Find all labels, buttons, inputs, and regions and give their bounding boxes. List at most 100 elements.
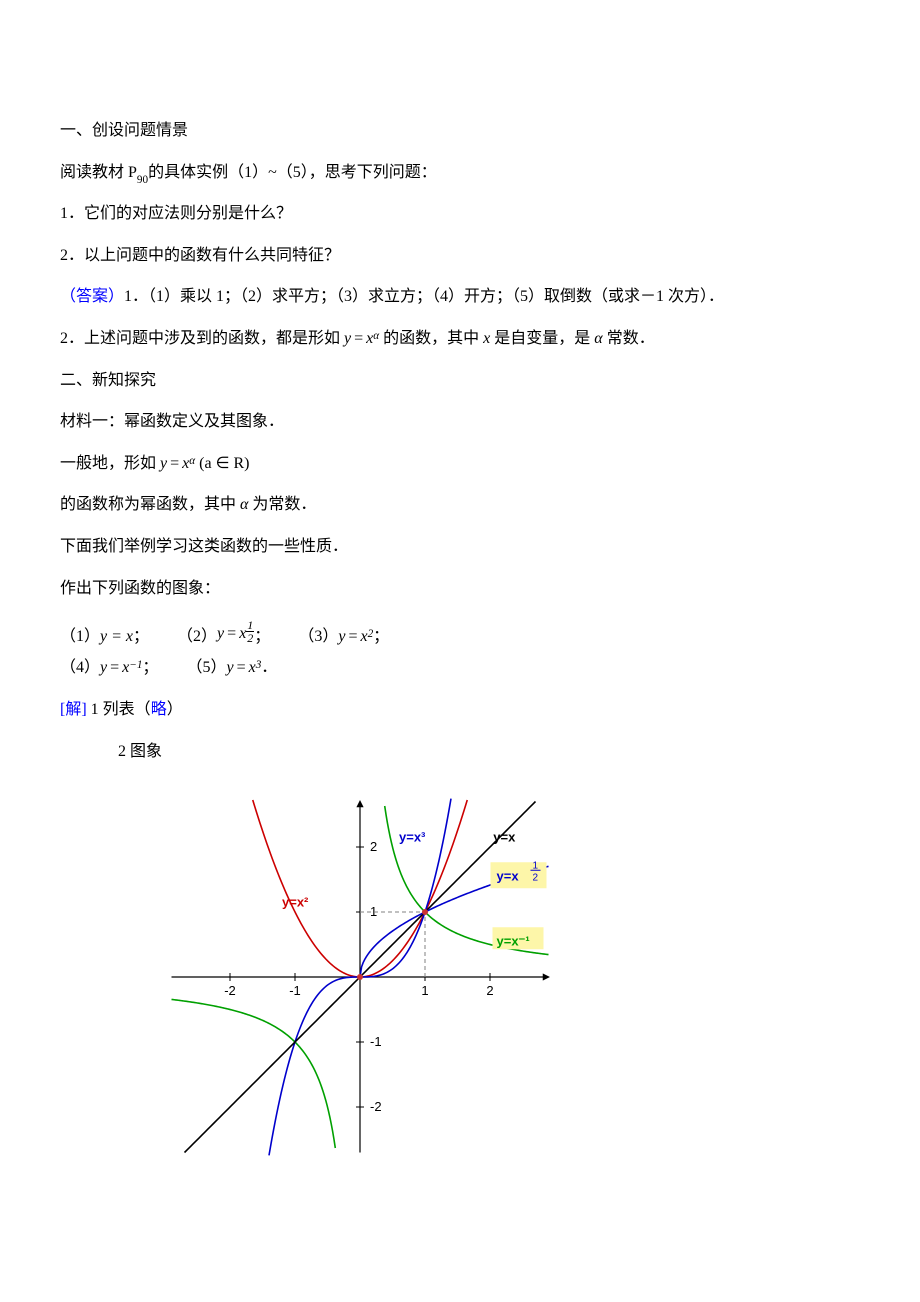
- sup: −1: [129, 659, 142, 672]
- txt: （1）: [60, 627, 100, 646]
- txt: （2）: [177, 627, 217, 646]
- answers-line-1: （答案）1．（1）乘以 1；（2）求平方；（3）求立方；（4）开方；（5）取倒数…: [60, 276, 860, 318]
- svg-text:1: 1: [533, 860, 539, 871]
- section-1-intro: 阅读教材 P90的具体实例（1）~（5），思考下列问题：: [60, 152, 860, 194]
- txt: （5）: [186, 658, 226, 677]
- expr-alpha: α: [594, 318, 602, 360]
- answer-label: （答案）: [60, 288, 124, 305]
- txt: 2．上述问题中涉及到的函数，都是形如: [60, 330, 340, 347]
- sym: x: [249, 658, 256, 677]
- svg-text:1: 1: [421, 983, 428, 998]
- sym: x: [360, 627, 367, 646]
- sym: α: [373, 322, 379, 351]
- list-item: （1） y = x ；: [60, 627, 149, 646]
- def-line-1: 一般地，形如 y = xα (a ∈ R): [60, 443, 860, 485]
- txt: 的函数称为幂函数，其中: [60, 496, 236, 513]
- sym: x: [239, 624, 246, 643]
- svg-text:-2: -2: [224, 983, 236, 998]
- omit-label: 略: [151, 701, 167, 718]
- sym: =: [224, 624, 239, 643]
- sup-frac: 12: [246, 619, 254, 644]
- txt: 阅读教材 P: [60, 164, 137, 181]
- txt: 1 列表（: [87, 701, 151, 718]
- txt: 常数．: [607, 330, 655, 347]
- txt: ；: [133, 627, 149, 646]
- expr-y-eq-x-alpha: y = xα: [344, 318, 379, 360]
- answer-1-text: 1．（1）乘以 1；（2）求平方；（3）求立方；（4）开方；（5）取倒数（或求－…: [124, 288, 724, 305]
- sym: y: [338, 627, 345, 646]
- txt: 的具体实例（1）~（5），思考下列问题：: [148, 164, 437, 181]
- sym: =: [107, 658, 122, 677]
- solution-label: [解]: [60, 701, 87, 718]
- txt: ．: [261, 658, 277, 677]
- plot-line: 作出下列函数的图象：: [60, 568, 860, 610]
- section-2-title: 二、新知探究: [60, 360, 860, 402]
- expr-y-eq-x-alpha-2: y = xα (a ∈ R): [160, 443, 250, 485]
- txt: ）: [167, 701, 183, 718]
- txt: ；: [254, 627, 270, 646]
- expr-alpha-2: α: [240, 484, 248, 526]
- study-line: 下面我们举例学习这类函数的一些性质．: [60, 526, 860, 568]
- svg-text:y=x²: y=x²: [282, 894, 309, 909]
- svg-text:2: 2: [370, 839, 377, 854]
- list-item: （5） y = x3 ．: [186, 658, 277, 677]
- solution-line-1: [解] 1 列表（略）: [60, 689, 860, 731]
- txt: （4）: [60, 658, 100, 677]
- den: 2: [246, 632, 254, 644]
- function-list-row-2: （4） y = x−1 ； （5） y = x3 ．: [60, 658, 860, 677]
- answers-line-2: 2．上述问题中涉及到的函数，都是形如 y = xα 的函数，其中 x 是自变量，…: [60, 318, 860, 360]
- page: 一、创设问题情景 阅读教材 P90的具体实例（1）~（5），思考下列问题： 1．…: [0, 0, 920, 1302]
- expr-x: x: [483, 318, 490, 360]
- sym: y: [160, 443, 167, 485]
- sym: x: [122, 658, 129, 677]
- question-1: 1．它们的对应法则分别是什么？: [60, 193, 860, 235]
- svg-text:y=x: y=x: [497, 868, 520, 883]
- svg-text:-2: -2: [370, 1099, 382, 1114]
- sym: =: [167, 443, 182, 485]
- question-2: 2．以上问题中的函数有什么共同特征？: [60, 235, 860, 277]
- section-1-title: 一、创设问题情景: [60, 110, 860, 152]
- expr: y = x−1: [100, 658, 142, 677]
- expr: y = x: [100, 627, 133, 646]
- txt: 是自变量，是: [494, 330, 590, 347]
- sup: 3: [256, 659, 262, 672]
- txt: 为常数．: [252, 496, 316, 513]
- list-item: （3） y = x2 ；: [298, 627, 389, 646]
- sym: x: [366, 318, 373, 360]
- txt: 一般地，形如: [60, 455, 156, 472]
- solution-line-2: 2 图象: [60, 731, 860, 773]
- svg-text:2: 2: [486, 983, 493, 998]
- sym: =: [234, 658, 249, 677]
- sym: (a ∈ R): [195, 443, 249, 485]
- svg-text:y=x³: y=x³: [399, 829, 426, 844]
- expr: y = x12: [217, 621, 254, 646]
- txt: 的函数，其中: [383, 330, 479, 347]
- material-1: 材料一：幂函数定义及其图象．: [60, 401, 860, 443]
- svg-text:-1: -1: [289, 983, 301, 998]
- txt: （3）: [298, 627, 338, 646]
- expr: y = x3: [226, 658, 261, 677]
- svg-text:-1: -1: [370, 1034, 382, 1049]
- expr: y = x2: [338, 627, 373, 646]
- graph-container: -2-112-2-112y=x⁻¹y=x²y=x³y=xy=x12: [60, 777, 860, 1174]
- list-item: （2） y = x12 ；: [177, 621, 270, 646]
- sup: 2: [368, 628, 374, 641]
- sym: =: [345, 627, 360, 646]
- def-line-2: 的函数称为幂函数，其中 α 为常数．: [60, 484, 860, 526]
- txt: ；: [373, 627, 389, 646]
- list-item: （4） y = x−1 ；: [60, 658, 158, 677]
- power-functions-graph: -2-112-2-112y=x⁻¹y=x²y=x³y=xy=x12: [170, 777, 550, 1157]
- svg-text:2: 2: [533, 872, 539, 883]
- svg-text:y=x: y=x: [493, 829, 516, 844]
- svg-text:y=x⁻¹: y=x⁻¹: [497, 933, 530, 948]
- subscript: 90: [137, 174, 148, 186]
- sym: α: [189, 447, 195, 476]
- sym: =: [351, 318, 366, 360]
- sym: y: [344, 318, 351, 360]
- sym: y: [226, 658, 233, 677]
- function-list-row-1: （1） y = x ； （2） y = x12 ； （3） y = x2 ；: [60, 621, 860, 646]
- sym: x: [182, 443, 189, 485]
- txt: ；: [142, 658, 158, 677]
- sym: y: [100, 658, 107, 677]
- sym: y: [217, 624, 224, 643]
